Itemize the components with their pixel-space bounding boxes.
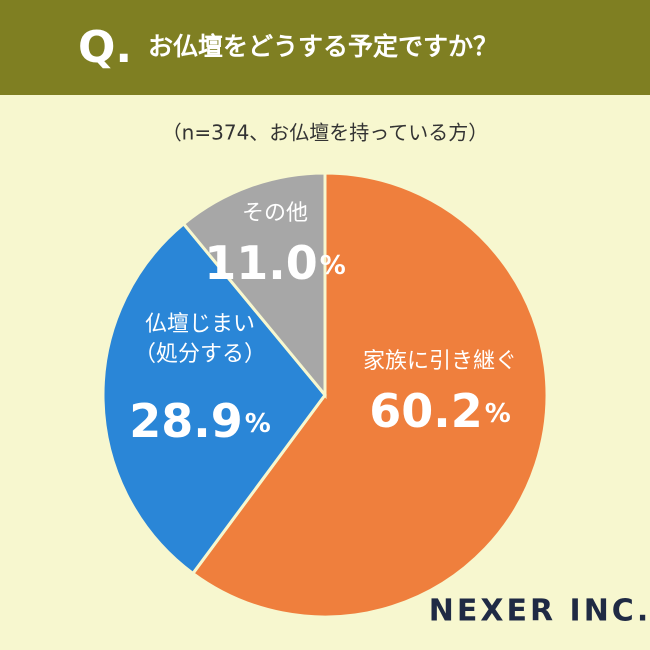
value-number: 60.2 bbox=[369, 384, 483, 438]
subtitle: （n=374、お仏壇を持っている方） bbox=[162, 121, 489, 145]
value-unit: % bbox=[245, 409, 271, 439]
slice-label-line: （処分する） bbox=[134, 342, 266, 367]
value-label: 11.0% bbox=[204, 236, 346, 290]
slice-label-line: その他 bbox=[242, 201, 308, 226]
value-unit: % bbox=[485, 399, 511, 429]
value-unit: % bbox=[320, 251, 346, 281]
value-number: 28.9 bbox=[129, 394, 243, 448]
value-label: 60.2% bbox=[369, 384, 511, 438]
pie-slice bbox=[190, 171, 549, 619]
pie-slice bbox=[181, 171, 327, 400]
pie: 家族に引き継ぐ 60.2% 仏壇じまい （処分する） 28.9% その他 11.0% bbox=[101, 171, 549, 619]
header-band bbox=[0, 0, 650, 95]
slice-label: 家族に引き継ぐ bbox=[363, 349, 517, 374]
value-label: 28.9% bbox=[129, 394, 271, 448]
slice-label: 仏壇じまい （処分する） bbox=[134, 312, 266, 367]
pie-slice bbox=[101, 221, 327, 576]
slice-label-line: 仏壇じまい bbox=[145, 312, 255, 337]
slice-label-line: 家族に引き継ぐ bbox=[363, 349, 517, 374]
value-number: 11.0 bbox=[204, 236, 318, 290]
question-title: お仏壇をどうする予定ですか？ bbox=[148, 32, 498, 61]
slice-label: その他 bbox=[242, 201, 308, 226]
logo: NEXER INC. bbox=[429, 594, 650, 629]
question-marker: Q. bbox=[78, 22, 132, 73]
